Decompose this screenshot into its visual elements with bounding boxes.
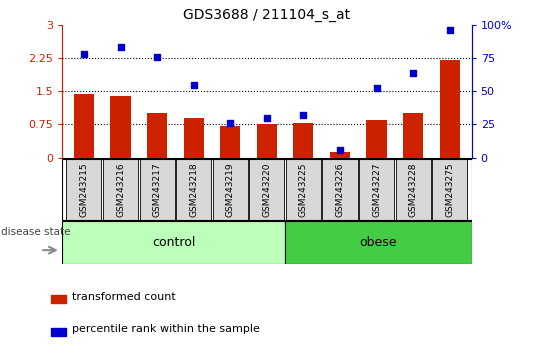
Text: GSM243218: GSM243218	[189, 162, 198, 217]
Bar	[184, 118, 204, 158]
Bar	[74, 94, 94, 158]
FancyBboxPatch shape	[249, 159, 285, 220]
FancyBboxPatch shape	[176, 159, 211, 220]
Bar	[367, 120, 386, 158]
FancyBboxPatch shape	[432, 159, 467, 220]
Text: obese: obese	[360, 236, 397, 249]
Point	[299, 112, 308, 118]
FancyBboxPatch shape	[140, 159, 175, 220]
Bar	[403, 113, 423, 158]
Bar	[330, 152, 350, 158]
Bar	[147, 113, 167, 158]
Point	[80, 51, 88, 57]
Point	[116, 45, 125, 50]
Point	[262, 115, 271, 120]
Text: GSM243217: GSM243217	[153, 162, 162, 217]
Text: transformed count: transformed count	[72, 292, 176, 302]
Bar	[257, 124, 277, 158]
Text: GSM243228: GSM243228	[409, 162, 418, 217]
Text: percentile rank within the sample: percentile rank within the sample	[72, 324, 260, 334]
Title: GDS3688 / 211104_s_at: GDS3688 / 211104_s_at	[183, 8, 350, 22]
FancyBboxPatch shape	[103, 159, 138, 220]
FancyBboxPatch shape	[285, 221, 472, 264]
Text: GSM243226: GSM243226	[335, 162, 344, 217]
Text: GSM243227: GSM243227	[372, 162, 381, 217]
Bar	[220, 126, 240, 158]
Bar	[51, 295, 66, 303]
Text: GSM243275: GSM243275	[445, 162, 454, 217]
Point	[189, 82, 198, 87]
Point	[445, 27, 454, 33]
Text: GSM243219: GSM243219	[226, 162, 234, 217]
Bar	[293, 124, 314, 158]
Point	[226, 120, 234, 126]
Text: GSM243225: GSM243225	[299, 162, 308, 217]
Text: disease state: disease state	[1, 227, 71, 238]
FancyBboxPatch shape	[286, 159, 321, 220]
Point	[336, 147, 344, 152]
Bar	[51, 328, 66, 336]
Bar	[110, 96, 130, 158]
FancyBboxPatch shape	[322, 159, 357, 220]
FancyBboxPatch shape	[66, 159, 101, 220]
FancyBboxPatch shape	[359, 159, 394, 220]
FancyBboxPatch shape	[213, 159, 248, 220]
Point	[372, 86, 381, 91]
FancyBboxPatch shape	[62, 221, 285, 264]
FancyBboxPatch shape	[396, 159, 431, 220]
Text: GSM243220: GSM243220	[262, 162, 271, 217]
Point	[153, 54, 161, 59]
Text: control: control	[152, 236, 195, 249]
Text: GSM243215: GSM243215	[79, 162, 88, 217]
Text: GSM243216: GSM243216	[116, 162, 125, 217]
Bar	[440, 60, 460, 158]
Point	[409, 70, 417, 75]
